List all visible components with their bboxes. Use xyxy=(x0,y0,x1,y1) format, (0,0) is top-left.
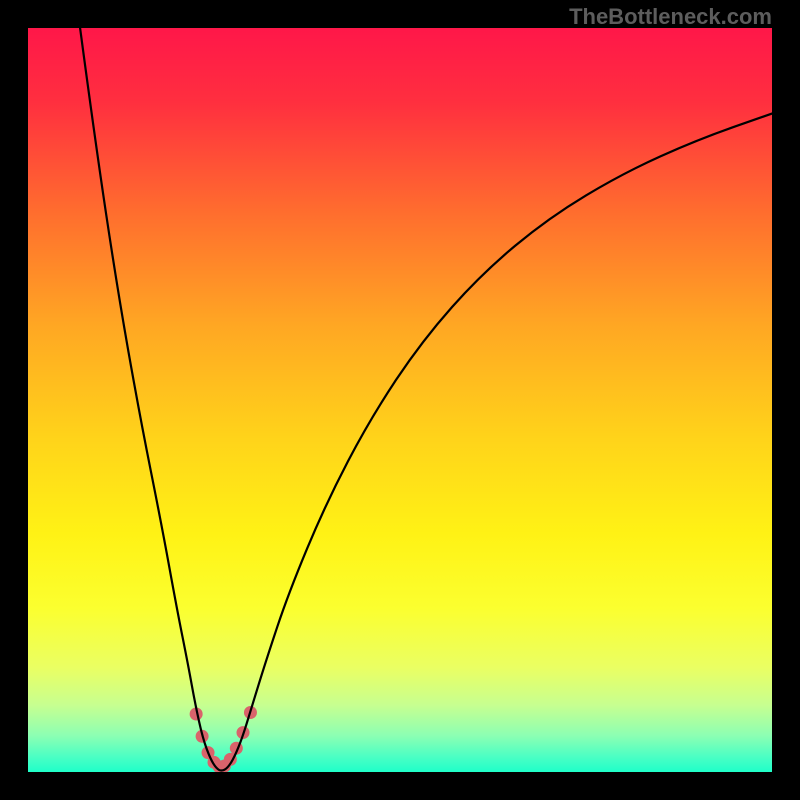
gradient-background xyxy=(28,28,772,772)
watermark-text: TheBottleneck.com xyxy=(569,4,772,30)
plot-area xyxy=(28,28,772,772)
